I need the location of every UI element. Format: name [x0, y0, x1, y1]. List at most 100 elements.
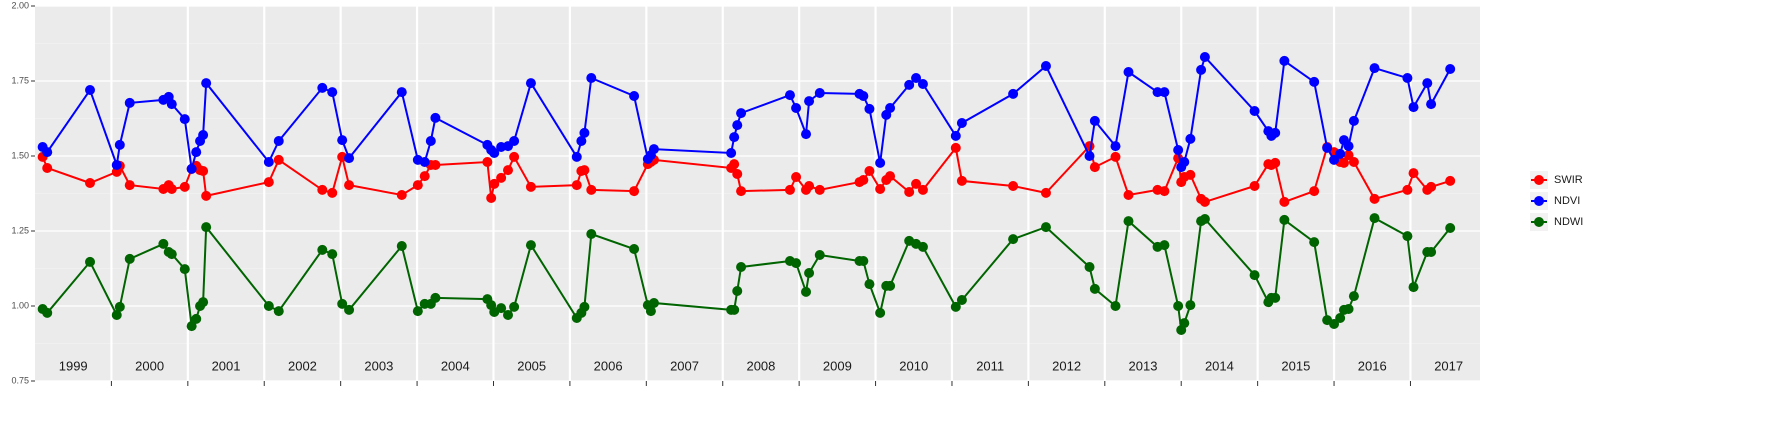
- year-label: 2013: [1129, 358, 1158, 373]
- data-point: [1249, 181, 1260, 191]
- data-point: [950, 142, 961, 153]
- data-point: [885, 280, 896, 291]
- data-point: [801, 286, 812, 297]
- data-point: [1445, 175, 1456, 186]
- data-point: [1329, 154, 1340, 165]
- data-point: [726, 148, 737, 158]
- data-point: [1123, 216, 1134, 227]
- data-point: [858, 91, 869, 101]
- data-point: [396, 190, 407, 200]
- data-point: [1426, 247, 1437, 257]
- data-point: [1402, 231, 1413, 242]
- data-point: [736, 186, 747, 197]
- data-point: [1270, 127, 1281, 138]
- data-point: [586, 229, 597, 239]
- y-tick-label: 1.00: [11, 300, 29, 310]
- data-point: [885, 171, 896, 182]
- legend-label: NDVI: [1554, 195, 1580, 207]
- data-point: [858, 256, 869, 266]
- data-point: [1008, 181, 1019, 191]
- year-label: 2002: [288, 358, 317, 373]
- data-point: [1309, 186, 1320, 197]
- data-point: [1110, 141, 1121, 152]
- data-point: [1008, 88, 1019, 99]
- data-point: [1408, 102, 1419, 113]
- data-point: [917, 241, 928, 252]
- y-tick-label: 0.75: [11, 375, 29, 385]
- data-point: [1008, 234, 1019, 245]
- data-point: [419, 157, 430, 167]
- data-point: [629, 186, 640, 197]
- data-point: [911, 178, 922, 189]
- year-label: 2011: [976, 358, 1004, 373]
- data-point: [814, 184, 825, 195]
- data-point: [579, 127, 590, 138]
- data-point: [736, 262, 747, 272]
- data-point: [412, 306, 423, 317]
- data-point: [198, 166, 209, 176]
- y-tick-label: 1.75: [11, 75, 29, 85]
- data-point: [344, 180, 355, 191]
- legend-marker: [1534, 196, 1544, 206]
- data-point: [1445, 223, 1456, 233]
- data-point: [496, 303, 507, 314]
- data-point: [327, 249, 338, 260]
- data-point: [956, 175, 967, 186]
- data-point: [486, 193, 497, 203]
- data-point: [489, 178, 500, 189]
- data-point: [1110, 301, 1121, 311]
- data-point: [576, 136, 587, 146]
- data-point: [1329, 319, 1340, 329]
- data-point: [1123, 67, 1134, 77]
- data-point: [950, 301, 961, 312]
- data-point: [419, 171, 430, 182]
- data-point: [1173, 301, 1184, 311]
- data-point: [648, 144, 659, 155]
- data-point: [489, 148, 500, 158]
- data-point: [166, 99, 177, 110]
- data-point: [396, 241, 407, 251]
- data-point: [1348, 157, 1359, 167]
- data-point: [804, 181, 815, 191]
- data-point: [191, 313, 202, 324]
- data-point: [1084, 262, 1095, 272]
- year-label: 2008: [746, 358, 775, 373]
- year-label: 2001: [212, 358, 241, 373]
- data-point: [586, 73, 597, 83]
- y-tick-label: 1.50: [11, 150, 29, 160]
- data-point: [186, 163, 197, 174]
- data-point: [950, 130, 961, 141]
- data-point: [114, 301, 125, 312]
- data-point: [1249, 270, 1260, 281]
- year-label: 2010: [899, 358, 928, 373]
- data-point: [201, 78, 212, 89]
- data-point: [1322, 142, 1333, 153]
- data-point: [1152, 87, 1163, 98]
- data-point: [166, 249, 177, 260]
- data-point: [114, 139, 125, 150]
- year-label: 2016: [1358, 358, 1387, 373]
- data-point: [503, 165, 514, 176]
- year-label: 2009: [823, 358, 852, 373]
- data-point: [327, 87, 338, 98]
- data-point: [1185, 169, 1196, 180]
- data-point: [430, 112, 441, 123]
- data-point: [571, 151, 582, 162]
- data-point: [1369, 63, 1380, 74]
- data-point: [503, 310, 514, 320]
- data-point: [42, 163, 53, 173]
- data-point: [1159, 87, 1170, 98]
- data-point: [179, 264, 190, 275]
- data-point: [784, 184, 795, 195]
- data-point: [1196, 64, 1207, 75]
- data-point: [85, 85, 96, 95]
- data-point: [344, 153, 355, 164]
- data-point: [864, 279, 875, 290]
- data-point: [1408, 282, 1419, 293]
- y-tick-label: 1.25: [11, 225, 29, 235]
- data-point: [956, 118, 967, 128]
- data-point: [509, 301, 520, 312]
- year-label: 2003: [364, 358, 393, 373]
- data-point: [425, 136, 436, 146]
